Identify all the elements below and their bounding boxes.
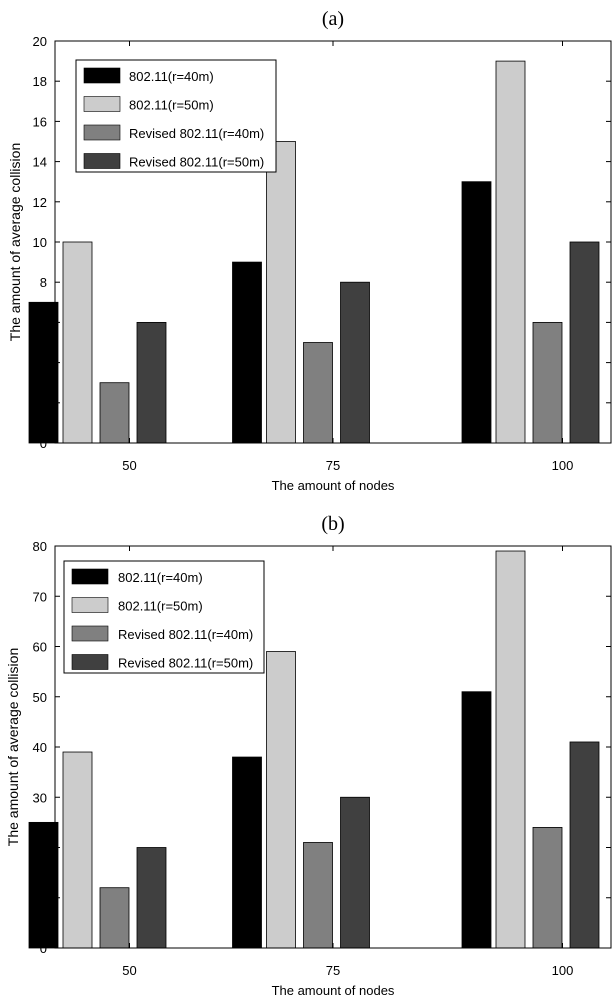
bar bbox=[136, 321, 167, 444]
y-tick-label: 6 bbox=[40, 315, 47, 330]
x-tick-label: 100 bbox=[552, 963, 574, 978]
x-tick-label: 100 bbox=[552, 458, 574, 473]
bar bbox=[495, 550, 526, 949]
legend-label: 802.11(r=40m) bbox=[129, 69, 214, 84]
legend-swatch bbox=[71, 625, 109, 642]
bar bbox=[461, 181, 492, 444]
bar bbox=[461, 691, 492, 949]
bar bbox=[266, 651, 296, 949]
bar bbox=[266, 141, 296, 444]
y-tick-label: 4 bbox=[40, 356, 47, 371]
bar bbox=[340, 796, 370, 949]
legend-swatch bbox=[71, 654, 109, 670]
bar bbox=[62, 751, 93, 949]
y-tick-label: 70 bbox=[33, 589, 47, 604]
y-tick-label: 50 bbox=[33, 690, 47, 705]
bar bbox=[232, 261, 262, 444]
bar bbox=[62, 241, 93, 444]
bar bbox=[99, 382, 130, 444]
y-axis-label: The amount of average collision bbox=[7, 143, 23, 341]
y-tick-label: 16 bbox=[33, 114, 47, 129]
y-tick-label: 10 bbox=[33, 235, 47, 250]
y-tick-label: 12 bbox=[33, 195, 47, 210]
legend-label: 802.11(r=50m) bbox=[118, 599, 203, 614]
y-tick-label: 14 bbox=[33, 155, 47, 170]
legend-swatch bbox=[71, 597, 109, 613]
bar bbox=[532, 827, 563, 949]
chart-title: (b) bbox=[321, 513, 344, 535]
chart-panel-a: (a) 0 2 4 6 8 10 12 14 16 18 20 50 75 100 The amount of… bbox=[7, 8, 612, 493]
legend-swatch bbox=[83, 124, 121, 141]
x-tick-label: 50 bbox=[122, 963, 136, 978]
bar bbox=[303, 842, 333, 949]
bar bbox=[569, 241, 600, 444]
bar bbox=[532, 321, 563, 444]
legend: 802.11(r=40m) 802.11(r=50m) Revised 802.11… bbox=[75, 59, 277, 173]
y-axis-label: The amount of average collision bbox=[5, 648, 21, 846]
y-tick-label: 20 bbox=[33, 841, 47, 856]
legend-label: Revised 802.11(r=50m) bbox=[129, 155, 264, 170]
legend-label: Revised 802.11(r=40m) bbox=[129, 126, 264, 141]
x-axis-label: The amount of nodes bbox=[272, 983, 395, 998]
bar bbox=[28, 301, 59, 444]
legend-swatch bbox=[71, 568, 109, 585]
bar bbox=[28, 821, 59, 949]
chart-panel-b: (b) 0 10 20 30 40 50 60 70 80 50 75 100 The amount of… bbox=[5, 513, 612, 998]
bar bbox=[136, 847, 167, 949]
y-tick-label: 8 bbox=[40, 275, 47, 290]
legend-swatch bbox=[83, 96, 121, 112]
x-tick-label: 50 bbox=[122, 458, 136, 473]
legend-label: 802.11(r=40m) bbox=[118, 570, 203, 585]
bar bbox=[303, 342, 333, 444]
legend-swatch bbox=[83, 67, 121, 84]
bar bbox=[232, 756, 262, 949]
y-tick-label: 18 bbox=[33, 74, 47, 89]
bar bbox=[495, 60, 526, 444]
legend-label: 802.11(r=50m) bbox=[129, 98, 214, 113]
y-tick-label: 2 bbox=[40, 396, 47, 411]
legend-label: Revised 802.11(r=50m) bbox=[118, 656, 253, 671]
bar bbox=[340, 281, 370, 444]
y-tick-label: 0 bbox=[40, 941, 47, 956]
x-tick-label: 75 bbox=[326, 458, 340, 473]
bar bbox=[99, 887, 130, 949]
y-tick-label: 0 bbox=[40, 436, 47, 451]
legend-label: Revised 802.11(r=40m) bbox=[118, 627, 253, 642]
y-tick-label: 30 bbox=[33, 790, 47, 805]
y-tick-label: 10 bbox=[33, 891, 47, 906]
bar bbox=[569, 741, 600, 949]
y-tick-label: 40 bbox=[33, 740, 47, 755]
y-tick-label: 60 bbox=[33, 640, 47, 655]
x-axis-label: The amount of nodes bbox=[272, 478, 395, 493]
x-tick-label: 75 bbox=[326, 963, 340, 978]
legend: 802.11(r=40m) 802.11(r=50m) Revised 802.11… bbox=[63, 560, 265, 674]
chart-title: (a) bbox=[322, 8, 344, 30]
y-tick-label: 20 bbox=[33, 34, 47, 49]
legend-swatch bbox=[83, 153, 121, 169]
y-tick-label: 80 bbox=[33, 539, 47, 554]
